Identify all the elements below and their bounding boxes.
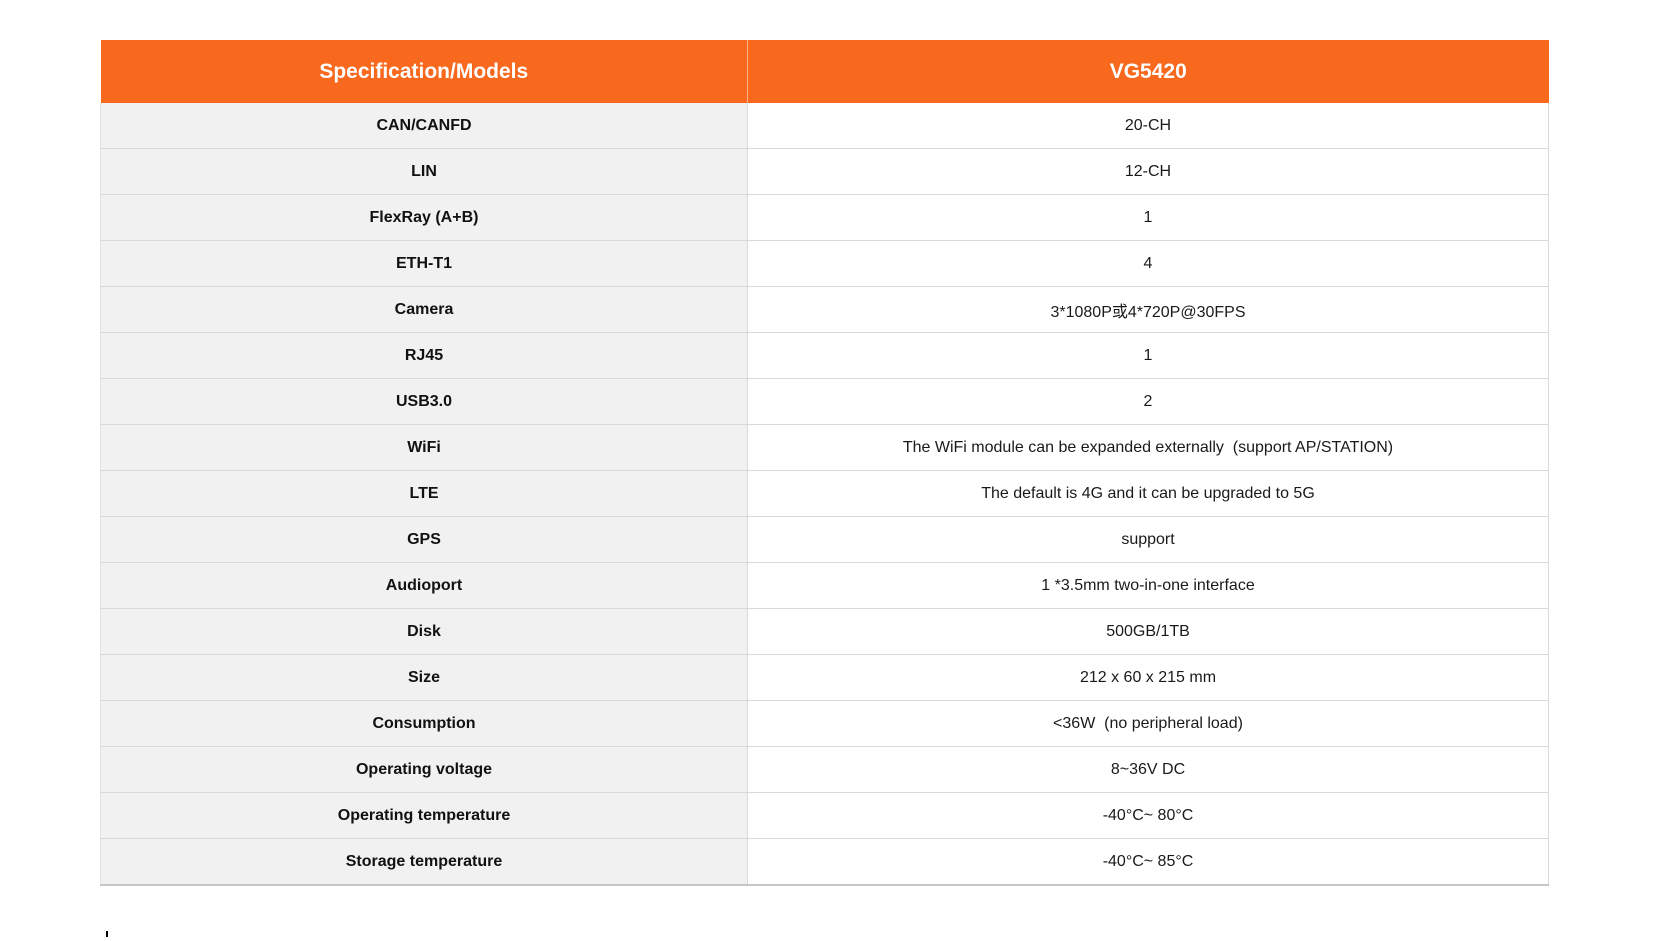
table-row: WiFi The WiFi module can be expanded ext…: [100, 424, 1549, 471]
table-row: Storage temperature -40°C~ 85°C: [100, 838, 1549, 886]
spec-label: FlexRay (A+B): [100, 194, 748, 241]
spec-table-body: CAN/CANFD 20-CH LIN 12-CH FlexRay (A+B) …: [100, 103, 1549, 886]
table-row: Disk 500GB/1TB: [100, 608, 1549, 655]
spec-value: support: [747, 516, 1549, 563]
spec-label: GPS: [100, 516, 748, 563]
spec-value: 4: [747, 240, 1549, 287]
spec-value: 500GB/1TB: [747, 608, 1549, 655]
spec-label: LTE: [100, 470, 748, 517]
spec-label: Consumption: [100, 700, 748, 747]
spec-label: Operating voltage: [100, 746, 748, 793]
table-row: ETH-T1 4: [100, 240, 1549, 287]
table-row: Consumption <36W (no peripheral load): [100, 700, 1549, 747]
spec-value: 8~36V DC: [747, 746, 1549, 793]
table-row: Operating temperature -40°C~ 80°C: [100, 792, 1549, 839]
header-row: Specification/Models VG5420: [100, 40, 1549, 103]
table-row: GPS support: [100, 516, 1549, 563]
spec-label: Audioport: [100, 562, 748, 609]
table-row: LTE The default is 4G and it can be upgr…: [100, 470, 1549, 517]
spec-label: Storage temperature: [100, 838, 748, 886]
table-row: USB3.0 2: [100, 378, 1549, 425]
table-row: CAN/CANFD 20-CH: [100, 103, 1549, 149]
spec-table-header: Specification/Models VG5420: [100, 40, 1549, 103]
spec-value: -40°C~ 80°C: [747, 792, 1549, 839]
spec-value: 1 *3.5mm two-in-one interface: [747, 562, 1549, 609]
spec-label: Disk: [100, 608, 748, 655]
col-header-vg5420: VG5420: [747, 40, 1549, 103]
table-row: Operating voltage 8~36V DC: [100, 746, 1549, 793]
spec-label: RJ45: [100, 332, 748, 379]
table-row: Camera 3*1080P或4*720P@30FPS: [100, 286, 1549, 333]
spec-label: Operating temperature: [100, 792, 748, 839]
spec-label: USB3.0: [100, 378, 748, 425]
table-row: RJ45 1: [100, 332, 1549, 379]
table-row: Size 212 x 60 x 215 mm: [100, 654, 1549, 701]
spec-value: 20-CH: [747, 103, 1549, 149]
col-header-specification-models: Specification/Models: [100, 40, 748, 103]
spec-value: 212 x 60 x 215 mm: [747, 654, 1549, 701]
spec-table: Specification/Models VG5420 CAN/CANFD 20…: [100, 40, 1549, 886]
spec-label: ETH-T1: [100, 240, 748, 287]
spec-value: 1: [747, 194, 1549, 241]
spec-label: Camera: [100, 286, 748, 333]
spec-value: 3*1080P或4*720P@30FPS: [747, 286, 1549, 333]
spec-value: The WiFi module can be expanded external…: [747, 424, 1549, 471]
spec-value: 1: [747, 332, 1549, 379]
spec-value: 2: [747, 378, 1549, 425]
spec-label: WiFi: [100, 424, 748, 471]
spec-value: -40°C~ 85°C: [747, 838, 1549, 886]
stray-mark: [106, 931, 108, 937]
table-row: Audioport 1 *3.5mm two-in-one interface: [100, 562, 1549, 609]
spec-label: LIN: [100, 148, 748, 195]
spec-label: Size: [100, 654, 748, 701]
table-row: LIN 12-CH: [100, 148, 1549, 195]
spec-value: 12-CH: [747, 148, 1549, 195]
spec-value: <36W (no peripheral load): [747, 700, 1549, 747]
table-row: FlexRay (A+B) 1: [100, 194, 1549, 241]
spec-value: The default is 4G and it can be upgraded…: [747, 470, 1549, 517]
spec-label: CAN/CANFD: [100, 103, 748, 149]
